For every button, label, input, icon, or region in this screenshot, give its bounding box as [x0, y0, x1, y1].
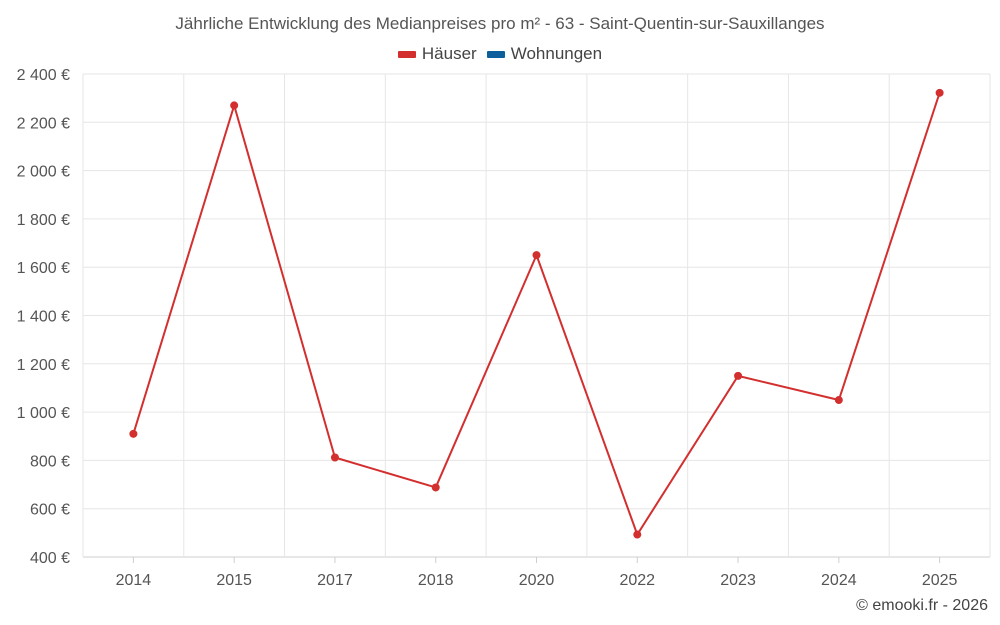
x-tick-label: 2020	[519, 572, 555, 589]
x-tick-label: 2023	[720, 572, 756, 589]
data-point	[532, 251, 541, 260]
data-point	[230, 101, 239, 110]
y-tick-label: 1 800 €	[17, 212, 70, 229]
data-point	[129, 429, 138, 438]
legend-label-houses: Häuser	[421, 44, 477, 63]
legend-item-apartments[interactable]: Wohnungen	[486, 44, 603, 64]
chart-title: Jährliche Entwicklung des Medianpreises …	[175, 14, 825, 33]
x-tick-label: 2018	[418, 572, 454, 589]
data-point	[734, 371, 743, 380]
credit-text: © emooki.fr - 2026	[856, 597, 988, 614]
y-tick-label: 1 200 €	[17, 357, 70, 374]
x-tick-label: 2024	[821, 572, 857, 589]
y-tick-label: 2 200 €	[17, 115, 70, 132]
y-tick-label: 1 400 €	[17, 309, 70, 326]
x-tick-label: 2022	[619, 572, 655, 589]
legend-swatch-houses	[397, 50, 416, 58]
legend-label-apartments: Wohnungen	[510, 44, 603, 63]
x-tick-label: 2014	[116, 572, 152, 589]
y-tick-label: 1 000 €	[17, 405, 70, 422]
x-tick-label: 2025	[922, 572, 958, 589]
data-point	[330, 453, 339, 462]
y-tick-label: 400 €	[30, 550, 70, 567]
data-point	[431, 483, 440, 492]
y-tick-label: 800 €	[30, 453, 70, 470]
legend-swatch-apartments	[486, 50, 505, 58]
y-tick-label: 600 €	[30, 502, 70, 519]
data-point	[935, 88, 944, 97]
legend: Häuser Wohnungen	[0, 44, 1000, 64]
x-tick-label: 2017	[317, 572, 353, 589]
x-tick-label: 2015	[216, 572, 252, 589]
legend-item-houses[interactable]: Häuser	[397, 44, 477, 64]
series-line-0	[132, 92, 941, 536]
y-tick-label: 2 400 €	[17, 67, 70, 84]
data-point	[633, 530, 642, 539]
data-point	[834, 396, 843, 405]
y-tick-label: 1 600 €	[17, 260, 70, 277]
y-tick-label: 2 000 €	[17, 164, 70, 181]
